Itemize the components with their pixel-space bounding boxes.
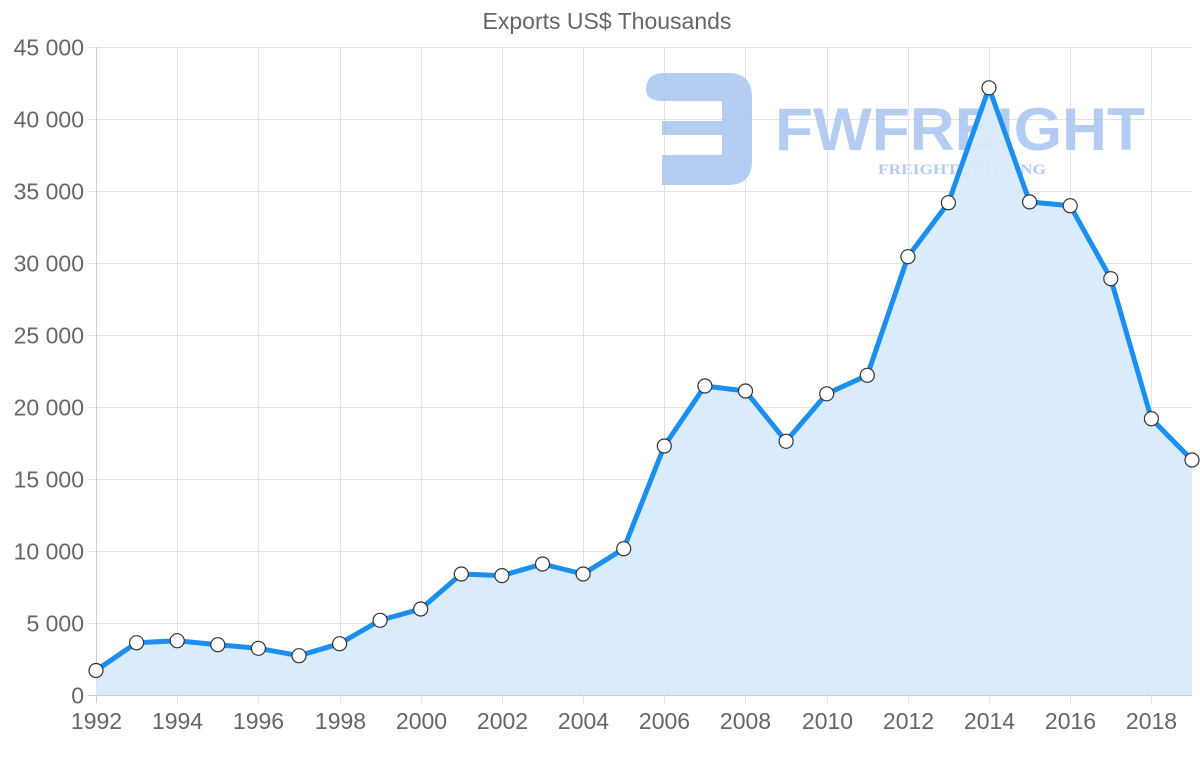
fwfreight-logo-icon bbox=[646, 73, 752, 185]
data-point-marker[interactable]: 1994: 3770 bbox=[169, 633, 185, 649]
data-point-marker[interactable]: 2008: 21110 bbox=[737, 383, 754, 399]
y-tick-label: 30 000 bbox=[14, 251, 84, 277]
area-fill bbox=[96, 87, 1192, 696]
data-point-marker[interactable]: 2003: 9100 bbox=[534, 556, 551, 572]
data-point-marker[interactable]: 2004: 8400 bbox=[575, 566, 591, 582]
data-point-marker[interactable]: 2011: 22200 bbox=[859, 367, 875, 383]
x-tick-label: 2004 bbox=[558, 708, 609, 734]
data-point-marker[interactable]: 1993: 3630 bbox=[129, 635, 145, 651]
data-point-marker[interactable]: 2017: 28910 bbox=[1103, 271, 1119, 287]
fwfreight-watermark: FWFREIGHT FREIGHT SHIPPING bbox=[646, 73, 1145, 185]
x-tick-label: 2002 bbox=[477, 708, 528, 734]
data-point-marker[interactable]: 2006: 17290 bbox=[656, 438, 672, 454]
data-point-marker[interactable]: 2012: 30440 bbox=[900, 249, 916, 265]
y-tick-label: 0 bbox=[71, 683, 84, 709]
x-tick-label: 1998 bbox=[315, 708, 366, 734]
x-tick-label: 2014 bbox=[964, 708, 1015, 734]
y-tick-label: 20 000 bbox=[14, 395, 84, 421]
data-point-marker[interactable]: 2001: 8400 bbox=[453, 566, 469, 582]
x-tick-label: 2018 bbox=[1126, 708, 1177, 734]
data-point-marker[interactable]: 2005: 10160 bbox=[616, 541, 632, 557]
data-point-marker[interactable]: 2014: 42170 bbox=[981, 80, 997, 96]
series-line bbox=[93, 85, 1195, 673]
data-point-marker[interactable]: 1995: 3490 bbox=[210, 637, 226, 653]
x-tick-label: 2008 bbox=[720, 708, 771, 734]
data-point-marker[interactable]: 1999: 5190 bbox=[372, 612, 388, 628]
x-tick-label: 2006 bbox=[639, 708, 690, 734]
data-point-marker[interactable]: 2009: 17620 bbox=[778, 433, 794, 449]
data-point-marker[interactable]: 2010: 20920 bbox=[819, 386, 835, 402]
x-tick-label: 1994 bbox=[152, 708, 203, 734]
data-point-marker[interactable]: 2018: 19190 bbox=[1143, 411, 1160, 427]
x-tick-label: 2010 bbox=[802, 708, 853, 734]
data-point-marker[interactable]: 2015: 34240 bbox=[1021, 194, 1038, 210]
data-point-marker[interactable]: 1997: 2730 bbox=[291, 648, 307, 664]
y-tick-label: 40 000 bbox=[14, 107, 84, 133]
y-tick-label: 15 000 bbox=[14, 467, 84, 493]
data-point-marker[interactable]: 1998: 3560 bbox=[332, 636, 348, 652]
data-point-marker[interactable]: 2007: 21460 bbox=[697, 378, 713, 394]
y-tick-label: 45 000 bbox=[14, 35, 84, 61]
data-point-marker[interactable]: 2016: 33980 bbox=[1062, 198, 1078, 214]
y-tick-label: 5 000 bbox=[26, 611, 84, 637]
data-point-marker[interactable]: 2019: 16320 bbox=[1184, 452, 1200, 468]
x-tick-label: 2012 bbox=[883, 708, 934, 734]
x-tick-label: 2016 bbox=[1045, 708, 1096, 734]
data-point-marker[interactable]: 2000: 5970 bbox=[413, 601, 429, 617]
exports-series: 1992: 1700 1993: 3630 1994: 3770 1995: 3490… bbox=[88, 80, 1200, 696]
y-tick-label: 35 000 bbox=[14, 179, 84, 205]
data-point-marker[interactable]: 1996: 3240 bbox=[250, 640, 266, 656]
y-tick-label: 10 000 bbox=[14, 539, 84, 565]
x-tick-label: 2000 bbox=[396, 708, 447, 734]
axis-labels: 0 5 000 10 000 15 000 20 000 25 000 30 000 35 0… bbox=[14, 35, 1177, 735]
chart-title: Exports US$ Thousands bbox=[482, 8, 732, 34]
y-tick-label: 25 000 bbox=[14, 323, 84, 349]
x-tick-label: 1996 bbox=[233, 708, 284, 734]
data-point-marker[interactable]: 1992: 1700 bbox=[88, 662, 104, 679]
data-point-marker[interactable]: 2002: 8290 bbox=[494, 567, 510, 584]
data-point-marker[interactable]: 2013: 34190 bbox=[940, 195, 957, 211]
watermark-brand: FWFREIGHT bbox=[775, 96, 1145, 163]
x-tick-label: 1992 bbox=[71, 708, 122, 734]
